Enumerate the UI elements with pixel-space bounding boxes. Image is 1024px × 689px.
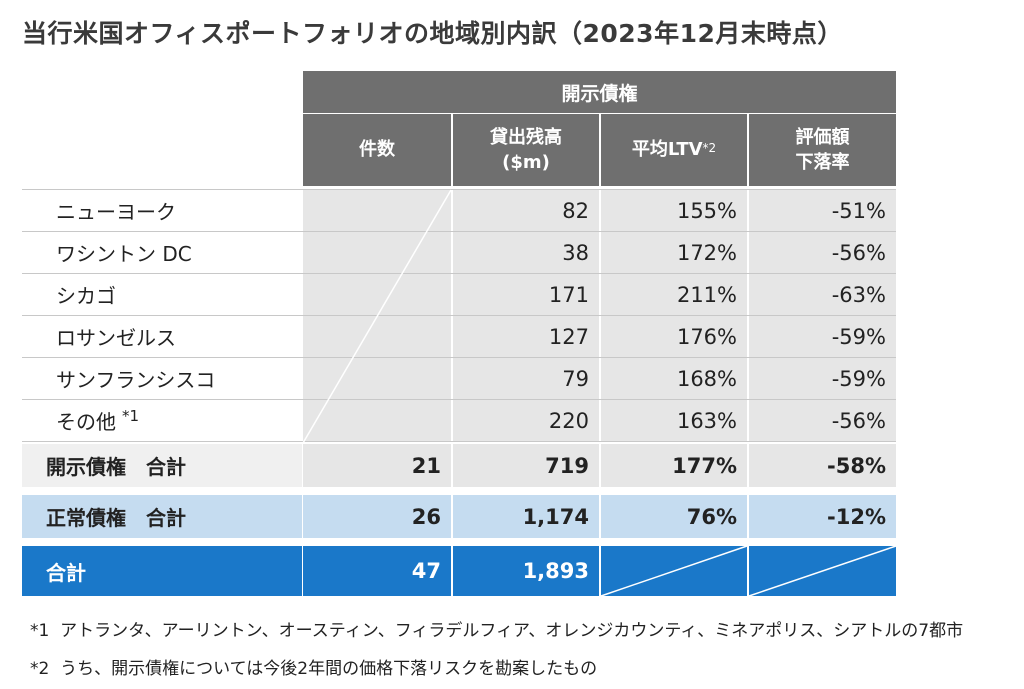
row-decline-cell: -56% (749, 232, 896, 273)
grand-total-ltv-diagonal (600, 545, 748, 597)
row-balance-cell: 79 (453, 358, 599, 399)
col-header-count: 件数 (303, 114, 451, 186)
footnote-2-mark: *2 (30, 659, 50, 679)
row-decline-cell: -51% (749, 190, 896, 231)
row-divider (22, 273, 896, 274)
count-diagonal-line (302, 189, 452, 444)
col-header-balance: 貸出残高 ($m) (453, 114, 599, 186)
footnote-1: *1 アトランタ、アーリントン、オースティン、フィラデルフィア、オレンジカウンテ… (30, 616, 963, 641)
row-decline-cell: -63% (749, 274, 896, 315)
row-region-label: ワシントン DC (22, 232, 302, 273)
row-divider (22, 231, 896, 232)
grand-total-balance: 1,893 (453, 546, 599, 596)
region-name: ワシントン DC (56, 242, 192, 266)
col-header-ltv-note: *2 (702, 140, 717, 155)
row-count-cell (303, 358, 451, 399)
footnote-1-mark: *1 (30, 621, 50, 641)
grand-total-count: 47 (303, 546, 451, 596)
row-balance-cell: 38 (453, 232, 599, 273)
row-region-label: ニューヨーク (22, 190, 302, 231)
row-balance-cell: 171 (453, 274, 599, 315)
normal-total-ltv: 76% (601, 495, 747, 538)
row-ltv-cell: 163% (601, 400, 747, 441)
footnote-2: *2 うち、開示債権については今後2年間の価格下落リスクを勘案したもの (30, 654, 597, 679)
grand-total-label: 合計 (22, 546, 302, 596)
normal-total-count: 26 (303, 495, 451, 538)
group-header-disclosed: 開示債権 (303, 71, 896, 113)
row-count-cell (303, 232, 451, 273)
row-divider (22, 441, 896, 442)
row-divider (22, 357, 896, 358)
normal-total-balance: 1,174 (453, 495, 599, 538)
row-ltv-cell: 211% (601, 274, 747, 315)
row-region-label: サンフランシスコ (22, 358, 302, 399)
col-header-count-label: 件数 (359, 139, 395, 161)
row-balance-cell: 127 (453, 316, 599, 357)
disclosed-total-decline: -58% (749, 444, 896, 487)
region-name: シカゴ (56, 284, 116, 308)
row-region-label: シカゴ (22, 274, 302, 315)
row-region-label: ロサンゼルス (22, 316, 302, 357)
row-decline-cell: -59% (749, 316, 896, 357)
row-count-cell (303, 400, 451, 441)
row-count-cell (303, 190, 451, 231)
row-divider (22, 315, 896, 316)
footnote-1-text: アトランタ、アーリントン、オースティン、フィラデルフィア、オレンジカウンティ、ミ… (60, 621, 964, 641)
grand-total-decline-diagonal (748, 545, 897, 597)
disclosed-total-ltv: 177% (601, 444, 747, 487)
row-decline-cell: -56% (749, 400, 896, 441)
footnote-2-text: うち、開示債権については今後2年間の価格下落リスクを勘案したもの (60, 659, 598, 679)
row-balance-cell: 82 (453, 190, 599, 231)
normal-total-label: 正常債権 合計 (22, 495, 302, 538)
row-count-cell (303, 316, 451, 357)
region-name: その他 (56, 410, 116, 434)
disclosed-total-count: 21 (303, 444, 451, 487)
row-divider (22, 399, 896, 400)
col-header-balance-line2: ($m) (502, 152, 550, 173)
row-ltv-cell: 168% (601, 358, 747, 399)
row-ltv-cell: 172% (601, 232, 747, 273)
col-header-balance-line1: 貸出残高 (490, 126, 562, 148)
col-header-ltv: 平均LTV *2 (601, 114, 747, 186)
row-divider-top (22, 189, 896, 190)
page-title: 当行米国オフィスポートフォリオの地域別内訳（2023年12月末時点） (22, 19, 843, 48)
row-count-cell (303, 274, 451, 315)
row-region-label: その他 *1 (22, 400, 302, 441)
col-header-decline-line2: 下落率 (795, 152, 850, 173)
region-name: ロサンゼルス (56, 326, 176, 350)
normal-total-decline: -12% (749, 495, 896, 538)
region-name: ニューヨーク (56, 200, 176, 224)
disclosed-total-label: 開示債権 合計 (22, 444, 302, 487)
col-header-ltv-label: 平均LTV (631, 139, 703, 161)
col-header-decline: 評価額 下落率 (749, 114, 896, 186)
region-note: *1 (122, 406, 140, 425)
row-balance-cell: 220 (453, 400, 599, 441)
col-header-decline-line1: 評価額 (795, 126, 850, 148)
row-ltv-cell: 176% (601, 316, 747, 357)
disclosed-total-balance: 719 (453, 444, 599, 487)
row-decline-cell: -59% (749, 358, 896, 399)
row-ltv-cell: 155% (601, 190, 747, 231)
region-name: サンフランシスコ (56, 368, 216, 392)
